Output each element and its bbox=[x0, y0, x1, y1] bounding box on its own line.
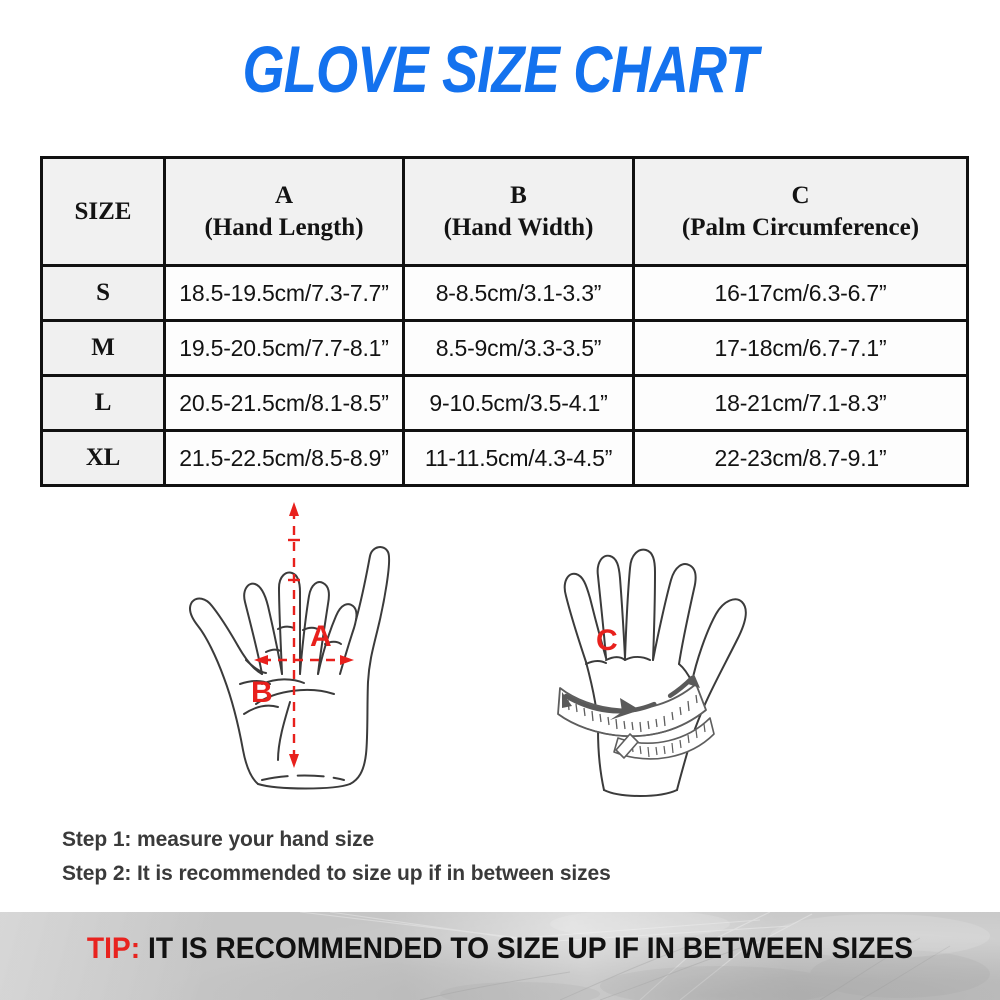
table-row: S 18.5-19.5cm/7.3-7.7” 8-8.5cm/3.1-3.3” … bbox=[40, 264, 969, 322]
tip-label: TIP: bbox=[86, 932, 141, 965]
table-row: L 20.5-21.5cm/8.1-8.5” 9-10.5cm/3.5-4.1”… bbox=[40, 374, 969, 432]
cell-hand-length: 21.5-22.5cm/8.5-8.9” bbox=[163, 429, 405, 487]
label-palm-circumference: C bbox=[596, 624, 618, 657]
cell-hand-width: 11-11.5cm/4.3-4.5” bbox=[402, 429, 635, 487]
cell-size: S bbox=[40, 264, 166, 322]
steps-instructions: Step 1: measure your hand size Step 2: I… bbox=[62, 823, 922, 891]
cell-hand-width: 9-10.5cm/3.5-4.1” bbox=[402, 374, 635, 432]
tip-message: TIP: IT IS RECOMMENDED TO SIZE UP IF IN … bbox=[30, 934, 970, 964]
tip-text: IT IS RECOMMENDED TO SIZE UP IF IN BETWE… bbox=[147, 932, 914, 965]
tip-banner: TIP: IT IS RECOMMENDED TO SIZE UP IF IN … bbox=[0, 912, 1000, 1000]
cell-hand-length: 19.5-20.5cm/7.7-8.1” bbox=[163, 319, 405, 377]
cell-palm-circumference: 18-21cm/7.1-8.3” bbox=[632, 374, 969, 432]
table-header-row: SIZE A (Hand Length) B (Hand Width) C (P… bbox=[40, 156, 969, 267]
label-hand-width: B bbox=[251, 676, 273, 709]
left-hand-outline bbox=[189, 546, 391, 790]
measuring-tape bbox=[557, 683, 715, 760]
column-header-c: C (Palm Circumference) bbox=[632, 156, 969, 267]
hand-length-width-diagram: A B bbox=[189, 502, 391, 790]
column-header-a-sub: (Hand Length) bbox=[204, 213, 364, 241]
cell-hand-length: 18.5-19.5cm/7.3-7.7” bbox=[163, 264, 405, 322]
cell-hand-width: 8-8.5cm/3.1-3.3” bbox=[402, 264, 635, 322]
column-header-size-letter: SIZE bbox=[74, 197, 132, 225]
cell-size: L bbox=[40, 374, 166, 432]
column-header-c-sub: (Palm Circumference) bbox=[681, 213, 920, 241]
column-header-b-letter: B bbox=[510, 181, 527, 209]
measurement-diagrams: A B bbox=[0, 492, 1000, 812]
tape-tail-ticks bbox=[631, 723, 706, 758]
size-table: SIZE A (Hand Length) B (Hand Width) C (P… bbox=[40, 156, 969, 487]
column-header-size: SIZE bbox=[40, 156, 166, 267]
column-header-a: A (Hand Length) bbox=[163, 156, 405, 267]
palm-circumference-diagram: C bbox=[557, 548, 747, 797]
step-2: Step 2: It is recommended to size up if … bbox=[62, 862, 611, 886]
cell-palm-circumference: 22-23cm/8.7-9.1” bbox=[632, 429, 969, 487]
column-header-b: B (Hand Width) bbox=[402, 156, 635, 267]
cell-size: XL bbox=[40, 429, 166, 487]
cell-palm-circumference: 16-17cm/6.3-6.7” bbox=[632, 264, 969, 322]
step-1: Step 1: measure your hand size bbox=[62, 828, 375, 851]
page-title: GLOVE SIZE CHART bbox=[242, 32, 758, 106]
table-row: M 19.5-20.5cm/7.7-8.1” 8.5-9cm/3.3-3.5” … bbox=[40, 319, 969, 377]
hand-length-indicator: A bbox=[288, 502, 332, 768]
table-body: S 18.5-19.5cm/7.3-7.7” 8-8.5cm/3.1-3.3” … bbox=[40, 264, 969, 487]
column-header-c-letter: C bbox=[791, 181, 810, 209]
table-row: XL 21.5-22.5cm/8.5-8.9” 11-11.5cm/4.3-4.… bbox=[40, 429, 969, 487]
cell-hand-width: 8.5-9cm/3.3-3.5” bbox=[402, 319, 635, 377]
circumference-arrow bbox=[562, 674, 700, 720]
column-header-b-sub: (Hand Width) bbox=[443, 213, 594, 241]
cell-size: M bbox=[40, 319, 166, 377]
label-hand-length: A bbox=[310, 620, 332, 653]
cell-palm-circumference: 17-18cm/6.7-7.1” bbox=[632, 319, 969, 377]
tape-ticks bbox=[567, 694, 698, 733]
hand-width-indicator: B bbox=[251, 655, 354, 709]
table-header: SIZE A (Hand Length) B (Hand Width) C (P… bbox=[40, 156, 969, 267]
column-header-a-letter: A bbox=[274, 181, 294, 209]
cell-hand-length: 20.5-21.5cm/8.1-8.5” bbox=[163, 374, 405, 432]
